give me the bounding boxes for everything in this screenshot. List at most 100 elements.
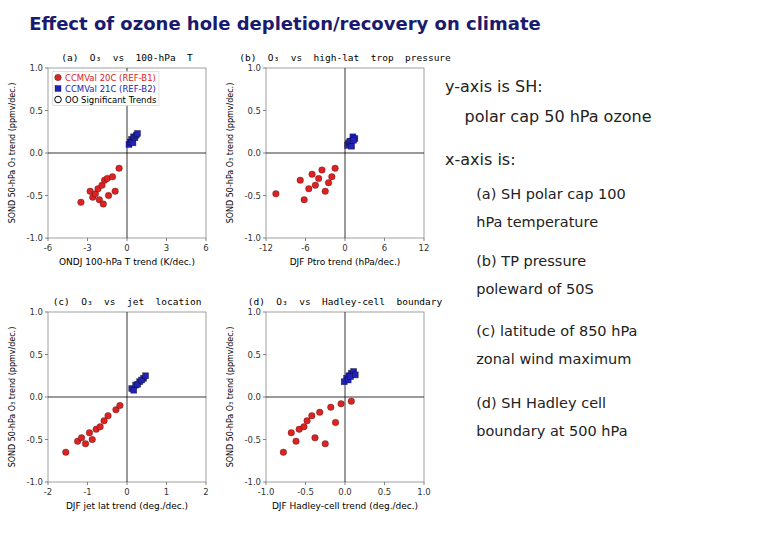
x-tick-label: 6 <box>382 243 387 253</box>
point <box>86 429 93 436</box>
point <box>325 179 332 186</box>
x-axis-label: ONDJ 100-hPa T trend (K/dec.) <box>59 257 195 267</box>
point <box>280 449 287 456</box>
x-tick <box>266 482 267 485</box>
x-axis-label: DJF jet lat trend (deg./dec.) <box>66 501 188 511</box>
x-tick-label: -1.0 <box>258 487 275 497</box>
y-tick-label: -0.5 <box>26 435 43 445</box>
legend-label: CCMVal 21C (REF-B2) <box>65 84 156 94</box>
y-tick-label: -0.5 <box>26 191 43 201</box>
y-tick <box>45 238 48 239</box>
point <box>297 177 304 184</box>
point <box>349 143 355 149</box>
point <box>309 171 316 178</box>
y-tick-label: 0.5 <box>247 106 261 116</box>
x-tick-label: 1.0 <box>417 487 431 497</box>
panel-title: (a) O₃ vs 100-hPa T <box>61 52 193 63</box>
legend-marker <box>55 86 61 92</box>
annotation: (a) SH polar cap 100 <box>476 186 625 202</box>
y-tick-label: 0.0 <box>29 148 43 158</box>
point <box>301 423 308 430</box>
panel-title: (b) O₃ vs high-lat trop pressure <box>239 52 451 63</box>
x-tick <box>424 482 425 485</box>
x-tick-label: -2 <box>44 487 52 497</box>
legend-label: CCMVal 20C (REF-B1) <box>65 73 156 83</box>
y-tick-label: 0.5 <box>247 350 261 360</box>
legend-marker <box>55 96 62 103</box>
point <box>97 423 104 430</box>
y-tick <box>263 354 266 355</box>
x-tick <box>87 238 88 241</box>
y-tick-label: -1.0 <box>244 477 261 487</box>
legend-marker <box>55 74 62 81</box>
y-tick-label: -0.5 <box>244 435 261 445</box>
x-tick <box>206 238 207 241</box>
y-axis-label: SOND 50-hPa O₃ trend (ppmv/dec.) <box>226 83 235 224</box>
point <box>131 387 137 393</box>
y-tick <box>263 482 266 483</box>
x-tick <box>87 482 88 485</box>
x-tick-label: -0.5 <box>297 487 314 497</box>
legend: CCMVal 20C (REF-B1)CCMVal 21C (REF-B2)OO… <box>53 72 159 106</box>
y-tick-label: -1.0 <box>244 233 261 243</box>
plot-area <box>266 68 424 238</box>
point <box>109 174 116 181</box>
plot-frame <box>266 68 424 238</box>
y-tick-label: 1.0 <box>29 307 43 317</box>
point <box>327 404 334 411</box>
x-axis-label: DJF Ptro trend (hPa/dec.) <box>290 257 401 267</box>
y-tick <box>263 238 266 239</box>
point <box>105 412 112 419</box>
y-tick <box>45 195 48 196</box>
point <box>332 419 339 426</box>
y-axis-label: SOND 50-hPa O₃ trend (ppmv/dec.) <box>8 327 17 468</box>
x-tick <box>384 238 385 241</box>
x-tick-label: 2 <box>203 487 208 497</box>
plot-area <box>48 312 206 482</box>
point <box>273 191 280 198</box>
point <box>78 199 85 206</box>
y-tick <box>45 439 48 440</box>
annotation: (d) SH Hadley cell <box>476 395 606 411</box>
x-tick-label: 1 <box>164 487 169 497</box>
y-tick <box>45 110 48 111</box>
point <box>332 165 339 172</box>
point <box>322 188 329 195</box>
y-tick-label: 0.0 <box>247 392 261 402</box>
x-tick-label: 0.0 <box>338 487 352 497</box>
point <box>319 167 326 174</box>
zero-line <box>48 153 206 154</box>
point <box>348 398 355 405</box>
x-tick <box>266 238 267 241</box>
x-tick-label: 12 <box>419 243 430 253</box>
y-tick-label: 1.0 <box>247 63 261 73</box>
x-tick <box>127 238 128 241</box>
y-tick-label: 1.0 <box>247 307 261 317</box>
x-tick-label: 6 <box>203 243 208 253</box>
annotation: hPa temperature <box>476 214 598 230</box>
y-tick <box>263 68 266 69</box>
y-tick <box>45 153 48 154</box>
x-tick-label: -6 <box>301 243 309 253</box>
x-tick <box>345 238 346 241</box>
annotation: boundary at 500 hPa <box>476 423 627 439</box>
point <box>312 435 319 442</box>
y-tick <box>45 312 48 313</box>
legend-label: OO Significant Trends <box>65 95 157 105</box>
panel: (a) O₃ vs 100-hPa T-6-3036-1.0-0.50.00.5… <box>8 52 209 267</box>
panel: (b) O₃ vs high-lat trop pressure-12-6061… <box>226 52 451 267</box>
panel-title: (c) O₃ vs jet location <box>53 296 202 307</box>
point <box>112 188 119 195</box>
x-tick <box>384 482 385 485</box>
x-tick-label: 3 <box>164 243 169 253</box>
y-tick <box>45 482 48 483</box>
x-tick-label: -12 <box>259 243 273 253</box>
figure-title: Effect of ozone hole depletion/recovery … <box>29 13 540 34</box>
x-axis-label: DJF Hadley-cell trend (deg./dec.) <box>272 501 418 511</box>
zero-line <box>266 153 424 154</box>
x-tick <box>48 482 49 485</box>
x-tick <box>305 482 306 485</box>
y-tick-label: 1.0 <box>29 63 43 73</box>
y-axis-label: SOND 50-hPa O₃ trend (ppmv/dec.) <box>226 327 235 468</box>
zero-line <box>266 397 424 398</box>
